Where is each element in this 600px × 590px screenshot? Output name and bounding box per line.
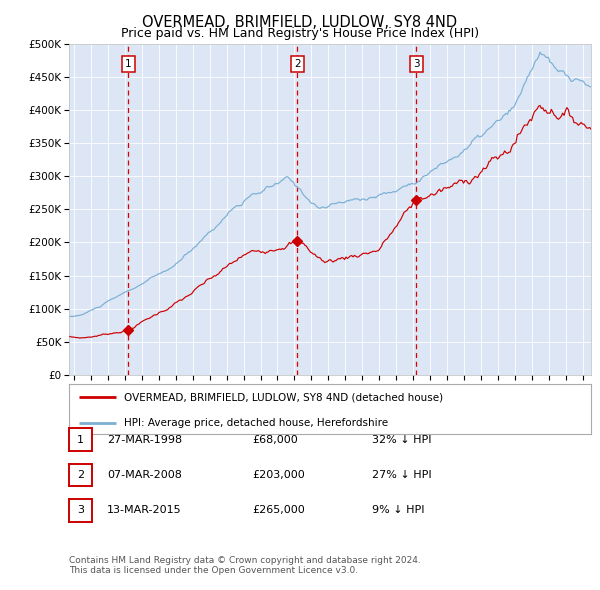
Text: 1: 1 bbox=[125, 59, 132, 69]
Text: 9% ↓ HPI: 9% ↓ HPI bbox=[372, 506, 425, 515]
Text: 27% ↓ HPI: 27% ↓ HPI bbox=[372, 470, 431, 480]
Text: OVERMEAD, BRIMFIELD, LUDLOW, SY8 4ND: OVERMEAD, BRIMFIELD, LUDLOW, SY8 4ND bbox=[142, 15, 458, 30]
Text: £203,000: £203,000 bbox=[252, 470, 305, 480]
Text: 32% ↓ HPI: 32% ↓ HPI bbox=[372, 435, 431, 444]
Text: 07-MAR-2008: 07-MAR-2008 bbox=[107, 470, 182, 480]
Text: 2: 2 bbox=[77, 470, 84, 480]
Text: OVERMEAD, BRIMFIELD, LUDLOW, SY8 4ND (detached house): OVERMEAD, BRIMFIELD, LUDLOW, SY8 4ND (de… bbox=[124, 392, 443, 402]
Text: 2: 2 bbox=[294, 59, 301, 69]
Text: 1: 1 bbox=[77, 435, 84, 444]
Text: 13-MAR-2015: 13-MAR-2015 bbox=[107, 506, 181, 515]
Text: Contains HM Land Registry data © Crown copyright and database right 2024.
This d: Contains HM Land Registry data © Crown c… bbox=[69, 556, 421, 575]
Text: £68,000: £68,000 bbox=[252, 435, 298, 444]
Text: 3: 3 bbox=[77, 506, 84, 515]
Text: £265,000: £265,000 bbox=[252, 506, 305, 515]
Text: Price paid vs. HM Land Registry's House Price Index (HPI): Price paid vs. HM Land Registry's House … bbox=[121, 27, 479, 40]
Text: HPI: Average price, detached house, Herefordshire: HPI: Average price, detached house, Here… bbox=[124, 418, 388, 428]
Text: 27-MAR-1998: 27-MAR-1998 bbox=[107, 435, 182, 444]
Text: 3: 3 bbox=[413, 59, 420, 69]
